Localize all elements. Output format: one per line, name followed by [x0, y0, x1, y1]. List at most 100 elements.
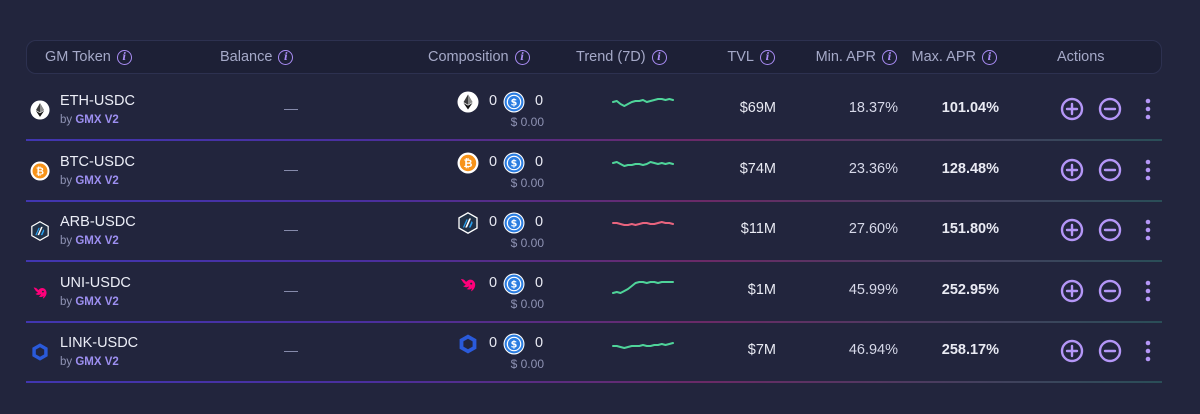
trend-line: [612, 160, 674, 167]
trend-sparkline: [612, 160, 674, 167]
svg-text:₿: ₿: [464, 157, 473, 170]
gm-pools-table: GM Token i Balance i Composition i Trend (7…: [26, 40, 1162, 383]
min-apr-value: 46.94%: [848, 342, 898, 358]
header-max-apr[interactable]: Max. APR i: [912, 41, 997, 73]
composition-token-amount: 0: [489, 335, 498, 351]
trend-sparkline: [612, 280, 674, 294]
token-name: UNI-USDC: [60, 274, 131, 291]
table-row-link-usdc[interactable]: LINK-USDC by GMX V2 — 0 $ 0 $ 0.00 $7M 4…: [26, 322, 1162, 383]
trend-line: [612, 280, 674, 294]
buy-plus-icon[interactable]: [1060, 97, 1084, 121]
by-label: by: [60, 295, 73, 308]
tvl-value: $7M: [747, 342, 776, 358]
svg-text:$: $: [511, 279, 518, 290]
usdc-icon: $: [503, 152, 525, 174]
info-icon[interactable]: i: [278, 49, 294, 65]
trend-sparkline: [612, 221, 674, 226]
balance-value: —: [284, 342, 298, 358]
header-trend[interactable]: Trend (7D) i: [576, 41, 667, 73]
btc-icon: ₿: [457, 152, 479, 174]
tvl-value: $11M: [740, 221, 776, 237]
max-apr-value: 258.17%: [941, 342, 999, 358]
info-icon[interactable]: i: [760, 49, 775, 65]
sell-minus-icon[interactable]: [1098, 339, 1122, 363]
composition-token-amount: 0: [489, 214, 498, 230]
by-label: by: [60, 114, 73, 126]
min-apr-value: 27.60%: [848, 221, 898, 237]
sell-minus-icon[interactable]: [1098, 158, 1122, 182]
row-divider: [26, 199, 1162, 202]
min-apr-value: 18.37%: [848, 100, 898, 116]
composition-token-amount: 0: [489, 93, 498, 109]
svg-text:$: $: [511, 340, 518, 351]
table-row-arb-usdc[interactable]: ARB-USDC by GMX V2 — 0 $ 0 $ 0.00 $11M 2…: [26, 201, 1162, 262]
eth-icon: [457, 91, 479, 113]
by-label: by: [60, 174, 73, 187]
composition-usdc-amount: 0: [535, 93, 544, 109]
token-name: BTC-USDC: [60, 153, 135, 170]
composition-usd-value: $ 0.00: [510, 296, 544, 311]
more-vertical-icon[interactable]: [1141, 97, 1155, 121]
sell-minus-icon[interactable]: [1098, 218, 1122, 242]
info-icon[interactable]: i: [982, 49, 997, 65]
uni-icon: [457, 273, 479, 295]
row-divider: [26, 320, 1162, 323]
composition-usdc-amount: 0: [535, 153, 544, 170]
balance-value: —: [284, 281, 298, 298]
min-apr-value: 23.36%: [848, 160, 898, 177]
info-icon[interactable]: i: [514, 49, 530, 65]
platform-name: GMX V2: [75, 235, 119, 247]
trend-line: [612, 221, 674, 226]
table-row-eth-usdc[interactable]: ETH-USDC by GMX V2 — 0 $ 0 $ 0.00 $69M 1…: [26, 80, 1162, 141]
max-apr-value: 101.04%: [941, 100, 999, 116]
header-gm-token[interactable]: GM Token i: [45, 41, 132, 73]
platform-name: GMX V2: [75, 295, 119, 308]
more-vertical-icon[interactable]: [1141, 158, 1155, 182]
more-vertical-icon[interactable]: [1141, 339, 1155, 363]
uni-icon: [30, 282, 50, 302]
table-row-btc-usdc[interactable]: ₿ BTC-USDC by GMX V2 — ₿ 0 $ 0 $ 0.00 $7…: [26, 141, 1162, 202]
composition-usd-value: $ 0.00: [510, 236, 544, 250]
info-icon[interactable]: i: [882, 49, 897, 65]
balance-value: —: [284, 221, 298, 237]
info-icon[interactable]: i: [116, 49, 132, 65]
table-header: GM Token i Balance i Composition i Trend (7…: [26, 40, 1162, 74]
header-balance[interactable]: Balance i: [220, 41, 294, 73]
trend-line: [612, 98, 674, 107]
trend-line: [612, 342, 674, 349]
buy-plus-icon[interactable]: [1060, 218, 1084, 242]
header-min-apr[interactable]: Min. APR i: [816, 41, 897, 73]
token-platform: by GMX V2: [60, 235, 119, 247]
platform-name: GMX V2: [75, 114, 119, 126]
sell-minus-icon[interactable]: [1098, 97, 1122, 121]
usdc-icon: $: [503, 333, 525, 355]
token-platform: by GMX V2: [60, 356, 119, 368]
composition-token-amount: 0: [489, 274, 498, 291]
link-icon: [30, 342, 50, 362]
token-platform: by GMX V2: [60, 114, 119, 126]
tvl-value: $74M: [739, 160, 776, 177]
buy-plus-icon[interactable]: [1060, 279, 1084, 303]
more-vertical-icon[interactable]: [1141, 218, 1155, 242]
row-divider: [26, 381, 1162, 383]
header-actions: Actions: [1057, 49, 1105, 65]
eth-icon: [30, 100, 50, 120]
sell-minus-icon[interactable]: [1098, 279, 1122, 303]
link-icon: [457, 333, 479, 355]
composition-usdc-amount: 0: [535, 335, 544, 351]
more-vertical-icon[interactable]: [1141, 279, 1155, 303]
platform-name: GMX V2: [75, 174, 119, 187]
token-name: ETH-USDC: [60, 93, 135, 109]
buy-plus-icon[interactable]: [1060, 339, 1084, 363]
header-composition[interactable]: Composition i: [428, 41, 530, 73]
token-platform: by GMX V2: [60, 175, 119, 187]
svg-text:$: $: [511, 219, 518, 230]
row-divider: [26, 260, 1162, 262]
header-tvl[interactable]: TVL i: [727, 41, 775, 73]
composition-usdc-amount: 0: [535, 214, 544, 230]
max-apr-value: 128.48%: [941, 160, 999, 177]
table-row-uni-usdc[interactable]: UNI-USDC by GMX V2 — 0 $ 0 $ 0.00 $1M 45…: [26, 262, 1162, 323]
buy-plus-icon[interactable]: [1060, 158, 1084, 182]
info-icon[interactable]: i: [651, 49, 667, 65]
svg-text:$: $: [511, 98, 518, 109]
